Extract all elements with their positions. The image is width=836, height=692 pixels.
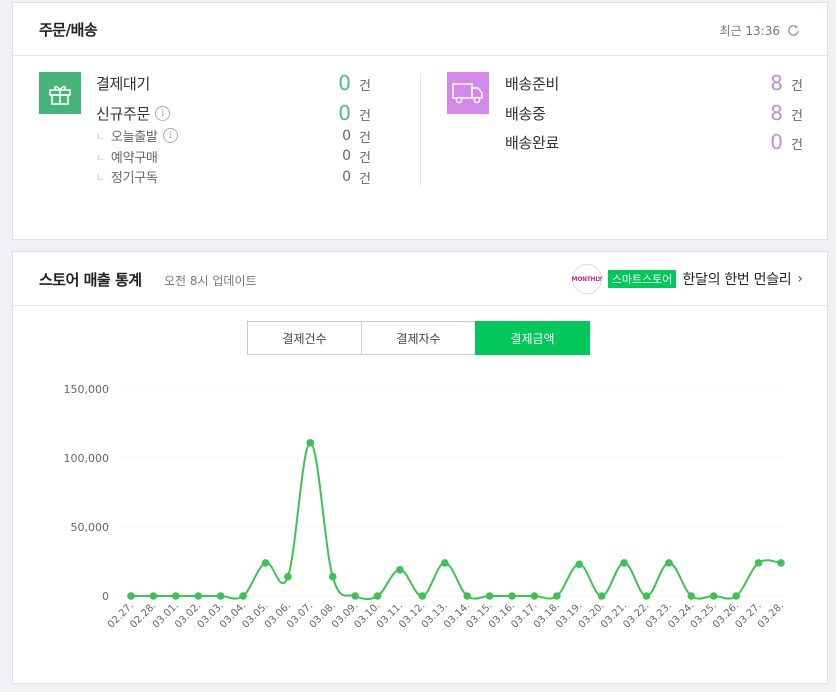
shipping-progress-count[interactable]: 8 bbox=[770, 101, 783, 125]
data-point bbox=[194, 592, 203, 600]
orders-card: 주문/배송 최근 13:36 결제대기 0 건 신규주문 i 0 건 ㄴ 오늘출… bbox=[12, 2, 828, 240]
chevron-right-icon: › bbox=[797, 271, 803, 287]
data-point bbox=[754, 559, 763, 567]
data-point bbox=[642, 592, 651, 600]
promo-badge: 스마트스토어 bbox=[607, 270, 677, 288]
data-point bbox=[687, 592, 696, 600]
data-point bbox=[530, 592, 539, 600]
payment-waiting-count[interactable]: 0 bbox=[338, 71, 351, 95]
branch-icon: ㄴ bbox=[96, 153, 105, 164]
stats-header: 스토어 매출 통계 오전 8시 업데이트 MONTHLY 스마트스토어 한달의 … bbox=[13, 252, 827, 306]
data-point bbox=[306, 439, 315, 447]
data-point bbox=[328, 572, 337, 581]
y-tick-label: 50,000 bbox=[71, 521, 110, 534]
payment-waiting-unit: 건 bbox=[359, 79, 371, 94]
shipping-progress-label[interactable]: 배송중 bbox=[505, 105, 546, 123]
data-point bbox=[440, 559, 449, 567]
sub-item-unit: 건 bbox=[359, 131, 371, 146]
data-point bbox=[216, 592, 225, 600]
new-order-row[interactable]: 신규주문 i bbox=[96, 103, 171, 124]
divider bbox=[420, 73, 421, 186]
data-point bbox=[575, 560, 584, 569]
data-point bbox=[665, 559, 673, 567]
shipping-progress-unit: 건 bbox=[791, 109, 803, 124]
data-point bbox=[597, 592, 606, 600]
y-tick-label: 150,000 bbox=[64, 383, 110, 396]
data-point bbox=[463, 592, 472, 600]
updated-time: 최근 13:36 bbox=[719, 24, 780, 38]
stats-card: 스토어 매출 통계 오전 8시 업데이트 MONTHLY 스마트스토어 한달의 … bbox=[12, 251, 828, 684]
sub-item-reserve[interactable]: ㄴ 예약구매 bbox=[96, 147, 158, 166]
data-point bbox=[373, 592, 382, 600]
data-point bbox=[485, 592, 494, 600]
orders-header: 주문/배송 최근 13:36 bbox=[13, 3, 827, 56]
y-tick-label: 100,000 bbox=[64, 452, 110, 465]
refresh-icon bbox=[788, 24, 799, 36]
sub-item-unit: 건 bbox=[359, 172, 371, 187]
gift-icon bbox=[39, 72, 81, 114]
data-point bbox=[620, 559, 628, 567]
sub-item-today[interactable]: ㄴ 오늘출발 i bbox=[96, 126, 178, 145]
sub-item-count[interactable]: 0 bbox=[342, 128, 351, 144]
monthly-logo: MONTHLY bbox=[572, 264, 602, 294]
data-point bbox=[284, 572, 292, 581]
data-point bbox=[149, 592, 158, 600]
stats-title: 스토어 매출 통계 bbox=[39, 271, 142, 289]
branch-icon: ㄴ bbox=[96, 132, 105, 143]
shipping-done-label[interactable]: 배송완료 bbox=[505, 134, 560, 152]
sub-item-subscription[interactable]: ㄴ 정기구독 bbox=[96, 167, 158, 186]
data-point bbox=[553, 592, 561, 600]
data-point bbox=[239, 592, 247, 600]
data-point bbox=[418, 592, 427, 600]
data-point bbox=[172, 592, 180, 600]
refresh-button[interactable]: 최근 13:36 bbox=[720, 22, 801, 39]
sub-item-count[interactable]: 0 bbox=[342, 148, 351, 164]
sub-item-unit: 건 bbox=[359, 151, 371, 166]
tab-payment-amount[interactable]: 결제금액 bbox=[475, 321, 590, 355]
new-order-unit: 건 bbox=[359, 109, 371, 124]
orders-title: 주문/배송 bbox=[39, 21, 98, 39]
data-point bbox=[261, 559, 270, 567]
info-icon[interactable]: i bbox=[155, 106, 171, 121]
data-point bbox=[351, 592, 359, 600]
promo-text: 한달의 한번 먼슬리 bbox=[682, 272, 792, 288]
shipping-ready-unit: 건 bbox=[791, 79, 803, 94]
sub-item-count[interactable]: 0 bbox=[342, 169, 351, 185]
tab-payer-count[interactable]: 결제자수 bbox=[361, 321, 476, 355]
update-note: 오전 8시 업데이트 bbox=[164, 274, 257, 288]
new-order-label: 신규주문 bbox=[96, 105, 151, 123]
data-point bbox=[777, 559, 785, 567]
data-point bbox=[732, 592, 740, 600]
data-point bbox=[508, 592, 516, 600]
sub-item-label: 예약구매 bbox=[110, 151, 158, 166]
branch-icon: ㄴ bbox=[96, 173, 105, 184]
payment-waiting-label[interactable]: 결제대기 bbox=[96, 75, 151, 93]
truck-icon bbox=[447, 72, 489, 114]
data-point bbox=[709, 592, 718, 600]
shipping-done-unit: 건 bbox=[791, 138, 803, 153]
sub-item-label: 오늘출발 bbox=[110, 130, 158, 145]
sales-line-chart: 050,000100,000150,00002.27.02.28.03.01.0… bbox=[64, 383, 787, 631]
promo-banner[interactable]: MONTHLY 스마트스토어 한달의 한번 먼슬리 › bbox=[572, 264, 803, 294]
y-tick-label: 0 bbox=[102, 590, 109, 603]
stats-tabs: 결제건수 결제자수 결제금액 bbox=[247, 321, 590, 355]
shipping-ready-label[interactable]: 배송준비 bbox=[505, 75, 560, 93]
info-icon[interactable]: i bbox=[162, 128, 178, 143]
shipping-ready-count[interactable]: 8 bbox=[770, 71, 783, 95]
sub-item-label: 정기구독 bbox=[110, 171, 158, 186]
data-point bbox=[396, 565, 404, 574]
tab-payment-count[interactable]: 결제건수 bbox=[247, 321, 362, 355]
series-line bbox=[130, 441, 782, 601]
new-order-count[interactable]: 0 bbox=[338, 101, 351, 125]
data-point bbox=[127, 592, 135, 600]
shipping-done-count[interactable]: 0 bbox=[770, 130, 783, 154]
